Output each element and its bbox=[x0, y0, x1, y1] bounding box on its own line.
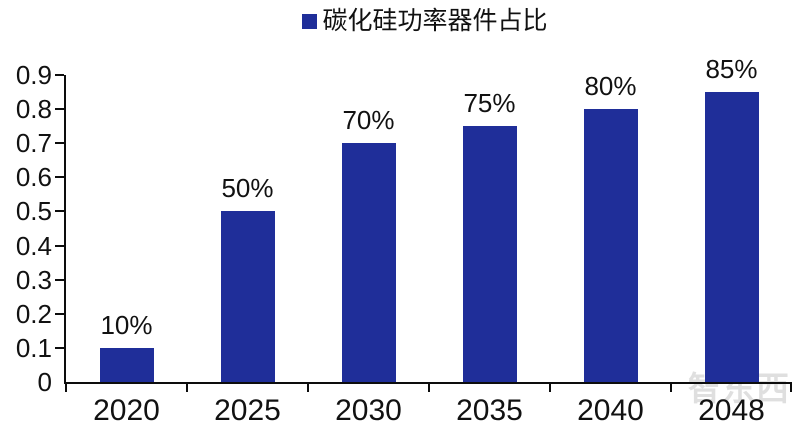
y-axis-tick bbox=[55, 108, 64, 111]
bar-2025 bbox=[220, 211, 275, 382]
plot-area: 0 0.1 0.2 0.3 0.4 0.5 0.6 0.7 0.8 0.9 10% 2020 50% 20… bbox=[16, 56, 792, 427]
y-axis-tick bbox=[55, 346, 64, 349]
bar-value-label: 80% bbox=[584, 71, 637, 101]
bar-2040 bbox=[583, 109, 638, 382]
x-axis-tick bbox=[670, 384, 672, 392]
x-axis-category-label: 2035 bbox=[456, 394, 523, 427]
y-axis-tick-label: 0.2 bbox=[15, 298, 52, 329]
y-axis-tick-label: 0.5 bbox=[15, 196, 52, 227]
y-axis-tick-label: 0.9 bbox=[15, 60, 52, 90]
y-axis-tick bbox=[55, 74, 64, 76]
y-axis-tick-label: 0 bbox=[37, 367, 52, 397]
x-axis-tick bbox=[790, 384, 792, 392]
bar-2020 bbox=[99, 348, 154, 382]
bar-2035 bbox=[462, 126, 517, 382]
y-axis-tick bbox=[55, 244, 64, 247]
x-axis-category-label: 2025 bbox=[214, 394, 281, 427]
bar-value-label: 10% bbox=[100, 310, 153, 340]
y-axis-tick bbox=[55, 312, 64, 315]
x-axis-tick bbox=[549, 384, 551, 392]
x-axis-tick bbox=[65, 384, 67, 392]
legend-label: 碳化硅功率器件占比 bbox=[322, 7, 548, 35]
bar-2048 bbox=[704, 92, 759, 382]
x-axis-category-label: 2040 bbox=[577, 394, 644, 427]
x-axis-tick bbox=[428, 384, 430, 392]
y-axis-tick bbox=[55, 278, 64, 281]
x-axis-category-label: 2048 bbox=[698, 394, 765, 427]
x-axis-tick bbox=[307, 384, 309, 392]
bar-value-label: 85% bbox=[705, 54, 758, 84]
bar-value-label: 75% bbox=[463, 88, 516, 118]
y-axis-tick-label: 0.8 bbox=[15, 94, 52, 125]
y-axis-tick bbox=[55, 142, 64, 145]
bar-value-label: 50% bbox=[221, 173, 274, 203]
y-axis-tick-label: 0.4 bbox=[15, 230, 52, 261]
y-axis-tick-label: 0.7 bbox=[15, 128, 52, 159]
legend: 碳化硅功率器件占比 bbox=[0, 7, 800, 36]
y-axis-tick-label: 0.1 bbox=[15, 332, 52, 363]
x-axis-category-label: 2020 bbox=[93, 394, 160, 427]
bar-2030 bbox=[341, 143, 396, 382]
x-axis-category-label: 2030 bbox=[335, 394, 402, 427]
y-axis-tick-label: 0.3 bbox=[15, 264, 52, 295]
y-axis-tick bbox=[55, 176, 64, 179]
y-axis-tick-label: 0.6 bbox=[15, 162, 52, 193]
legend-marker-square bbox=[302, 14, 318, 30]
y-axis-tick bbox=[55, 210, 64, 213]
x-axis-tick bbox=[186, 384, 188, 392]
bar-value-label: 70% bbox=[342, 105, 395, 135]
